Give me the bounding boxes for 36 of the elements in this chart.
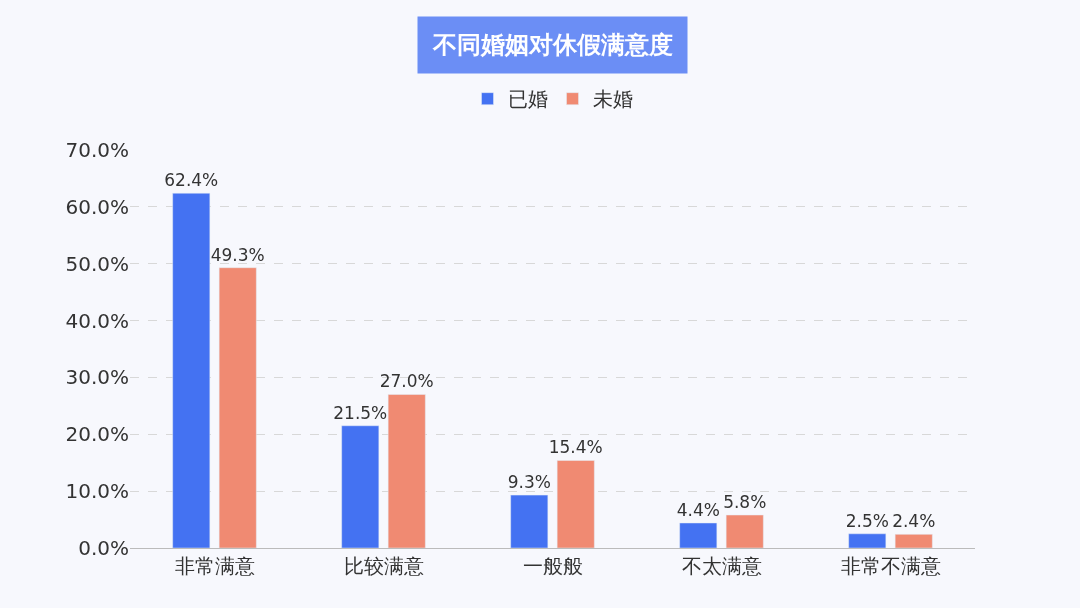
bar — [679, 522, 718, 548]
bar — [510, 494, 549, 548]
data-label: 15.4% — [548, 437, 603, 458]
legend-label: 已婚 — [507, 87, 548, 112]
y-tick-label: 10.0% — [65, 479, 129, 504]
x-tick-label: 一般般 — [522, 554, 583, 578]
data-label: 27.0% — [379, 371, 434, 392]
y-tick-label: 40.0% — [65, 308, 129, 333]
bar — [341, 425, 380, 548]
chart-title: 不同婚姻对休假满意度 — [432, 31, 673, 59]
bar — [172, 192, 211, 548]
data-label: 62.4% — [164, 170, 219, 191]
bar — [894, 534, 933, 548]
x-tick-label: 比较满意 — [343, 554, 424, 578]
y-tick-label: 60.0% — [65, 194, 129, 219]
y-tick-label: 0.0% — [78, 536, 129, 560]
data-label: 4.4% — [676, 499, 720, 520]
y-tick-label: 70.0% — [65, 138, 129, 162]
x-tick-label: 非常满意 — [174, 554, 255, 578]
x-tick-label: 非常不满意 — [840, 554, 941, 578]
bar — [218, 267, 257, 548]
y-tick-label: 30.0% — [65, 365, 129, 390]
data-label: 2.5% — [845, 510, 889, 531]
bar — [387, 394, 426, 548]
bar — [556, 460, 595, 548]
bar — [725, 514, 764, 548]
data-label: 5.8% — [723, 492, 767, 513]
y-tick-label: 20.0% — [65, 422, 129, 447]
y-tick-label: 50.0% — [65, 251, 129, 276]
legend-label: 未婚 — [592, 87, 633, 112]
x-tick-label: 不太满意 — [681, 554, 762, 578]
data-label: 2.4% — [892, 511, 936, 532]
data-label: 9.3% — [507, 472, 551, 493]
data-label: 21.5% — [333, 402, 388, 423]
data-label: 49.3% — [210, 244, 265, 265]
bar — [848, 533, 887, 548]
